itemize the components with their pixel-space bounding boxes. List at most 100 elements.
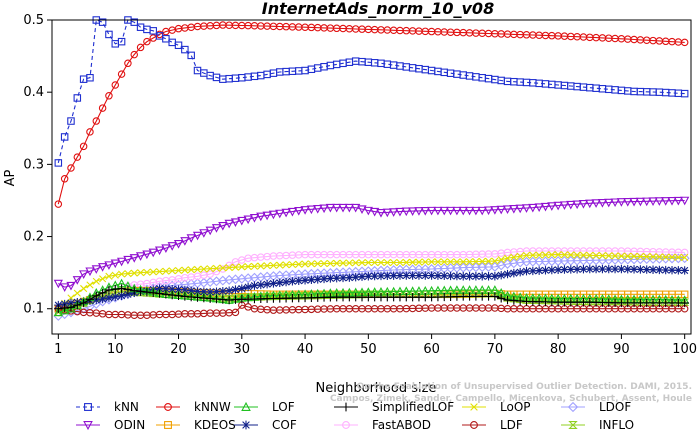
data-point <box>559 201 570 210</box>
data-point <box>104 293 114 303</box>
data-point <box>326 274 335 283</box>
data-point <box>161 290 171 299</box>
data-point <box>547 265 557 275</box>
data-point <box>654 197 664 206</box>
legend-item: SimplifiedLOF <box>334 400 454 414</box>
data-point <box>60 133 69 141</box>
data-point <box>515 204 525 214</box>
data-point <box>149 27 157 35</box>
data-point <box>534 203 544 213</box>
data-point <box>288 260 297 269</box>
data-point <box>54 304 63 313</box>
data-point <box>471 206 481 216</box>
data-point <box>282 261 290 269</box>
y-tick-label: 0.4 <box>23 85 44 100</box>
data-point <box>560 251 569 259</box>
data-point <box>54 159 63 167</box>
data-point <box>401 207 411 217</box>
data-point <box>164 421 172 429</box>
data-point <box>510 253 518 261</box>
data-point <box>84 403 92 411</box>
y-tick-label: 0.1 <box>23 302 44 317</box>
legend-item: COF <box>234 418 297 432</box>
data-point <box>199 229 209 238</box>
data-point <box>211 224 222 233</box>
data-point <box>250 281 259 290</box>
data-point <box>333 259 341 267</box>
data-point <box>136 287 145 296</box>
data-point <box>472 257 480 266</box>
data-point <box>117 70 126 78</box>
data-point <box>592 251 600 260</box>
data-point <box>604 264 613 274</box>
data-point <box>496 291 506 300</box>
data-point <box>117 37 126 46</box>
data-point <box>490 206 500 215</box>
data-point <box>351 273 360 282</box>
data-point <box>591 264 601 274</box>
data-point <box>85 267 95 277</box>
data-point <box>268 210 279 220</box>
y-axis: 0.1 0.2 0.3 0.4 0.5 <box>23 13 52 317</box>
data-point <box>206 265 214 273</box>
data-point <box>471 272 481 281</box>
data-point <box>674 253 682 261</box>
data-point <box>92 277 100 285</box>
data-point <box>243 282 253 292</box>
legend-label: INFLO <box>599 418 634 432</box>
data-point <box>123 290 133 299</box>
data-point <box>636 252 644 261</box>
data-point <box>187 266 195 274</box>
data-point <box>218 286 228 296</box>
data-point <box>281 208 291 218</box>
series-odin <box>53 196 690 292</box>
data-point <box>105 272 113 280</box>
legend-item: kNN <box>76 400 139 414</box>
data-point <box>459 272 468 281</box>
data-point <box>344 203 354 213</box>
data-point <box>389 208 399 217</box>
data-point <box>110 259 120 269</box>
data-point <box>395 271 405 280</box>
data-point <box>256 280 265 290</box>
data-point <box>377 258 385 267</box>
data-point <box>243 215 253 225</box>
x-tick-label: 10 <box>107 342 124 357</box>
data-point <box>218 221 228 231</box>
data-point <box>668 253 676 261</box>
data-point <box>440 258 448 266</box>
data-point <box>319 274 329 284</box>
data-point <box>314 260 322 268</box>
legend-item: LoOP <box>462 400 531 414</box>
data-point <box>237 284 247 293</box>
data-point <box>357 205 367 214</box>
plot-area <box>53 16 690 321</box>
data-point <box>276 261 284 269</box>
data-point <box>470 421 478 429</box>
data-point <box>67 294 75 302</box>
chart-title: InternetAds_norm_10_v08 <box>262 0 494 18</box>
data-point <box>649 253 657 261</box>
data-point <box>212 287 221 296</box>
data-point <box>53 307 63 317</box>
data-point <box>655 253 663 261</box>
x-tick-label: 80 <box>550 342 567 357</box>
data-point <box>496 270 506 280</box>
data-point <box>635 197 646 207</box>
data-point <box>522 267 531 276</box>
data-point <box>629 265 639 274</box>
data-point <box>332 273 341 283</box>
data-point <box>67 117 75 125</box>
legend-item: LDF <box>462 418 523 432</box>
data-point <box>428 258 436 266</box>
x-tick-label: 40 <box>297 342 314 357</box>
data-point <box>662 253 670 261</box>
legend-label: kNN <box>114 400 139 414</box>
data-point <box>79 142 88 151</box>
data-point <box>73 94 82 102</box>
data-point <box>364 258 372 267</box>
legend-item: kNNW <box>156 400 231 414</box>
data-point <box>402 271 411 280</box>
data-point <box>54 200 63 208</box>
data-point <box>396 258 404 267</box>
